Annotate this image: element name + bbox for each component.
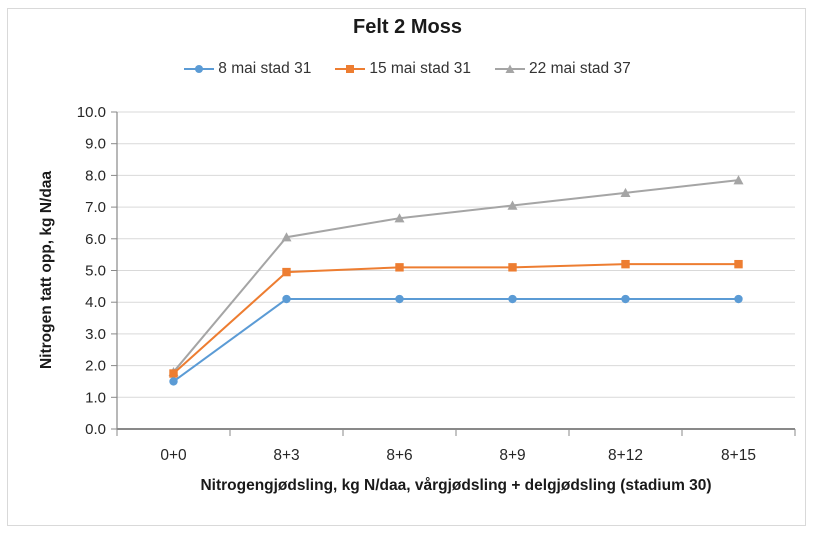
data-point-marker bbox=[620, 187, 631, 198]
data-point-marker bbox=[394, 213, 405, 223]
y-tick-label: 9.0 bbox=[85, 136, 106, 153]
data-point-marker bbox=[395, 294, 404, 304]
data-point-marker bbox=[734, 259, 743, 269]
data-point-marker bbox=[621, 259, 630, 269]
data-point-marker bbox=[508, 294, 517, 304]
data-point-marker bbox=[169, 369, 178, 378]
data-point-marker bbox=[281, 232, 292, 242]
y-tick-label: 7.0 bbox=[85, 199, 106, 216]
x-tick-label: 8+15 bbox=[721, 447, 756, 464]
x-tick-label: 8+9 bbox=[499, 447, 525, 464]
data-point-marker bbox=[282, 267, 291, 277]
y-tick-label: 3.0 bbox=[85, 326, 106, 343]
legend-item-label: 15 mai stad 31 bbox=[369, 60, 472, 77]
y-tick-label: 5.0 bbox=[85, 263, 106, 280]
chart-title: Felt 2 Moss bbox=[353, 16, 462, 38]
y-tick-label: 10.0 bbox=[77, 104, 106, 121]
y-tick-label: 0.0 bbox=[85, 421, 106, 438]
y-tick-label: 4.0 bbox=[85, 294, 106, 311]
data-point-marker bbox=[169, 377, 178, 386]
x-tick-label: 8+6 bbox=[386, 447, 412, 464]
x-axis-title: Nitrogengjødsling, kg N/daa, vårgjødslin… bbox=[200, 477, 712, 494]
y-tick-label: 2.0 bbox=[85, 358, 106, 375]
data-point-marker bbox=[508, 263, 517, 272]
y-tick-label: 1.0 bbox=[85, 389, 106, 406]
data-point-marker bbox=[734, 294, 743, 304]
legend-item: 22 mai stad 37 bbox=[495, 60, 631, 78]
legend-item-label: 22 mai stad 37 bbox=[529, 60, 631, 77]
y-axis-title: Nitrogen tatt opp, kg N/daa bbox=[38, 170, 55, 370]
y-tick-label: 6.0 bbox=[85, 231, 106, 248]
legend: 8 mai stad 31 15 mai stad 31 22 mai stad 3… bbox=[0, 58, 815, 80]
series-line bbox=[172, 179, 739, 373]
data-point-marker bbox=[621, 294, 630, 304]
y-tick-label: 8.0 bbox=[85, 167, 106, 184]
x-tick-label: 8+12 bbox=[608, 447, 643, 464]
data-point-marker bbox=[507, 200, 518, 210]
data-point-marker bbox=[733, 175, 744, 185]
legend-marker-circle-icon bbox=[184, 65, 215, 73]
data-point-marker bbox=[282, 294, 291, 304]
x-tick-label: 0+0 bbox=[160, 447, 187, 464]
legend-marker-square-icon bbox=[335, 65, 366, 73]
legend-item: 8 mai stad 31 bbox=[184, 60, 311, 78]
series-line bbox=[172, 263, 739, 375]
legend-item-label: 8 mai stad 31 bbox=[218, 60, 312, 77]
legend-marker-triangle-icon bbox=[495, 64, 526, 73]
legend-item: 15 mai stad 31 bbox=[335, 60, 471, 78]
x-tick-label: 8+3 bbox=[273, 447, 299, 464]
data-point-marker bbox=[395, 263, 404, 272]
series-line bbox=[172, 298, 739, 383]
